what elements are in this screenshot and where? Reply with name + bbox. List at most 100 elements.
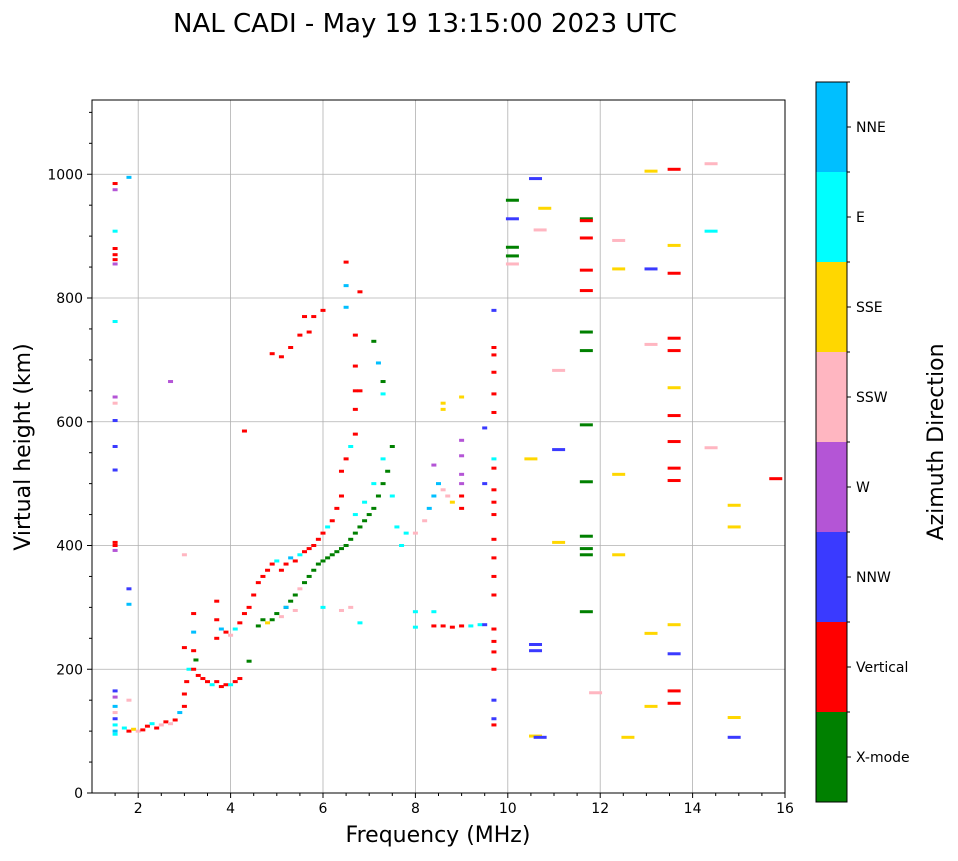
data-point-w	[459, 454, 465, 458]
data-point-ssw	[552, 368, 566, 372]
data-point-vertical	[491, 346, 497, 349]
data-point-vertical	[255, 581, 261, 585]
data-point-vertical	[311, 544, 317, 547]
data-point-vertical	[191, 667, 197, 671]
data-point-x-mode	[579, 547, 593, 551]
data-point-vertical	[352, 389, 358, 393]
x-tick-label: 4	[226, 801, 235, 817]
data-point-vertical	[667, 167, 681, 171]
data-point-vertical	[352, 333, 358, 337]
colorbar-label-x-mode: X-mode	[856, 750, 910, 766]
data-point-e	[468, 624, 474, 628]
data-point-ssw	[112, 401, 118, 405]
data-point-vertical	[288, 346, 294, 349]
data-point-vertical	[184, 680, 190, 684]
data-point-w	[459, 472, 465, 476]
x-axis-label: Frequency (MHz)	[346, 823, 531, 848]
data-point-ssw	[412, 531, 418, 535]
data-point-x-mode	[246, 659, 252, 663]
data-point-vertical	[223, 630, 229, 634]
data-point-e	[112, 320, 118, 324]
data-point-vertical	[579, 236, 593, 240]
x-axis-ticks: 2 4 6 8 10 12 14 16	[114, 793, 794, 817]
data-point-nnw	[533, 735, 547, 739]
data-point-x-mode	[362, 519, 368, 523]
x-tick-label: 6	[319, 801, 328, 817]
data-point-x-mode	[320, 559, 326, 563]
data-point-vertical	[140, 728, 146, 732]
data-point-sse	[644, 631, 658, 635]
data-point-vertical	[667, 701, 681, 705]
colorbar-label-nnw: NNW	[856, 570, 891, 586]
data-point-nne	[436, 482, 441, 486]
x-tick-label: 14	[684, 801, 702, 817]
data-point-e	[232, 627, 238, 631]
data-point-nne	[283, 605, 289, 609]
data-point-nnw	[491, 717, 497, 721]
data-point-vertical	[200, 677, 206, 681]
data-point-vertical	[144, 724, 150, 728]
data-point-vertical	[241, 612, 247, 616]
data-point-vertical	[265, 568, 271, 572]
data-point-vertical	[306, 330, 312, 334]
data-point-x-mode	[193, 658, 199, 662]
data-point-nnw	[482, 482, 488, 486]
data-point-nnw	[491, 308, 497, 312]
data-point-x-mode	[579, 534, 593, 538]
data-point-vertical	[154, 726, 160, 730]
data-point-vertical	[352, 364, 358, 368]
data-point-sse	[552, 540, 566, 544]
data-point-vertical	[214, 618, 220, 622]
data-point-vertical	[352, 407, 358, 411]
data-point-nnw	[112, 689, 118, 693]
data-point-vertical	[343, 260, 349, 264]
data-point-sse	[667, 623, 681, 627]
data-point-nnw	[112, 445, 118, 448]
data-point-x-mode	[366, 513, 372, 517]
data-point-nnw	[529, 649, 543, 653]
data-point-nnw	[505, 217, 519, 221]
data-point-sse	[667, 243, 681, 247]
data-point-x-mode	[505, 198, 519, 202]
x-tick-label: 10	[499, 801, 517, 817]
data-point-vertical	[459, 494, 465, 498]
data-point-sse	[612, 472, 626, 476]
data-point-vertical	[329, 519, 335, 523]
data-point-ssw	[292, 608, 298, 612]
data-point-nnw	[112, 717, 118, 721]
data-point-x-mode	[389, 445, 395, 448]
data-point-x-mode	[371, 339, 377, 343]
data-point-ssw	[644, 342, 658, 346]
data-point-e	[320, 605, 326, 609]
colorbar-segment	[816, 622, 847, 712]
data-point-e	[412, 610, 418, 614]
data-point-sse	[459, 395, 465, 399]
data-point-vertical	[311, 315, 317, 319]
data-point-vertical	[491, 537, 497, 541]
data-point-ssw	[338, 608, 344, 612]
data-point-sse	[440, 407, 446, 411]
data-point-vertical	[278, 355, 284, 359]
data-point-vertical	[191, 612, 197, 616]
data-point-e	[362, 500, 368, 504]
data-point-x-mode	[380, 380, 386, 384]
y-tick-label: 200	[56, 662, 83, 678]
data-point-nne	[288, 556, 294, 560]
data-point-nne	[431, 494, 437, 498]
data-point-e	[491, 457, 497, 461]
data-point-w	[459, 482, 465, 486]
data-point-x-mode	[269, 618, 275, 622]
data-point-sse	[727, 503, 741, 507]
data-point-ssw	[126, 698, 132, 702]
data-point-x-mode	[385, 469, 391, 473]
data-point-ssw	[228, 633, 234, 637]
data-point-x-mode	[357, 525, 363, 529]
data-point-sse	[644, 704, 658, 708]
data-point-nne	[426, 506, 432, 510]
y-tick-label: 0	[74, 786, 83, 802]
data-point-x-mode	[311, 568, 317, 572]
data-point-e	[389, 494, 395, 498]
data-point-vertical	[440, 624, 446, 628]
data-point-vertical	[315, 537, 321, 541]
data-point-w	[112, 695, 118, 699]
